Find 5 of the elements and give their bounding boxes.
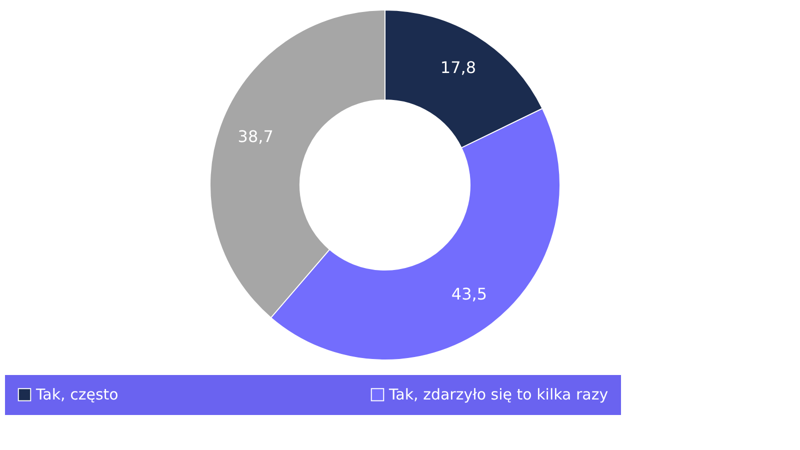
data-label: 38,7 — [238, 127, 274, 146]
legend-label: Tak, zdarzyło się to kilka razy — [388, 386, 608, 404]
data-label: 43,5 — [451, 284, 488, 304]
data-label: 17,8 — [440, 58, 476, 78]
legend-label: Tak, często — [35, 386, 118, 404]
